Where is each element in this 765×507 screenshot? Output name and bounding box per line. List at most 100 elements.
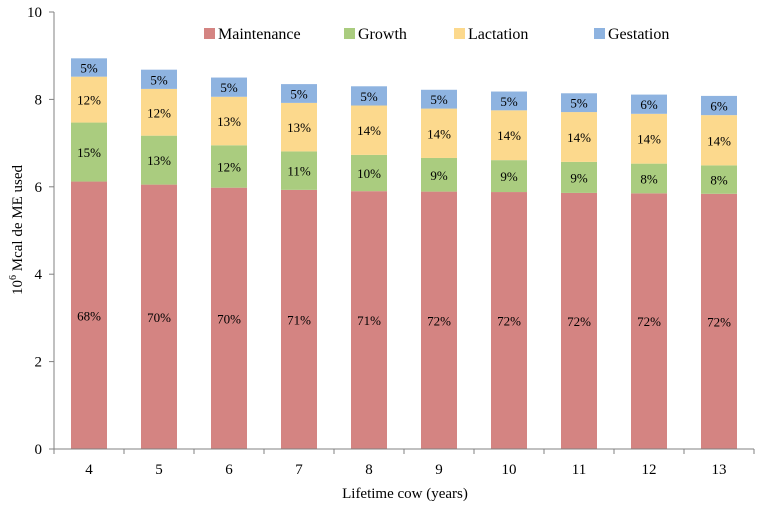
bar-gestation-10 — [491, 91, 527, 111]
bar-growth-7 — [281, 151, 317, 190]
bar-growth-5 — [141, 135, 177, 185]
legend-label: Gestation — [608, 26, 669, 43]
bar-lactation-10 — [491, 110, 527, 161]
bar-gestation-13 — [701, 95, 737, 116]
x-tick-label: 11 — [572, 462, 586, 478]
data-label-growth-10: 9% — [500, 169, 518, 184]
data-label-gestation-7: 5% — [290, 87, 308, 102]
data-label-maintenance-6: 70% — [217, 311, 241, 326]
bar-growth-6 — [211, 145, 247, 188]
bar-growth-12 — [631, 163, 667, 194]
legend-item-maintenance: Maintenance — [204, 26, 301, 43]
y-tick-label: 6 — [35, 180, 43, 196]
bar-lactation-12 — [631, 113, 667, 164]
legend-swatch — [344, 28, 355, 39]
legend: Maintenance Growth Lactation Gestation — [204, 26, 669, 43]
bar-growth-9 — [421, 157, 457, 192]
svg-text:106 Mcal de ME used: 106 Mcal de ME used — [8, 165, 26, 295]
bar-group-5: 70% 13% 12% 5% — [141, 69, 177, 450]
y-axis-title: 106 Mcal de ME used — [8, 165, 26, 295]
bar-growth-11 — [561, 161, 597, 193]
bar-growth-13 — [701, 165, 737, 194]
bar-growth-10 — [491, 160, 527, 193]
data-label-growth-12: 8% — [640, 171, 658, 186]
data-label-gestation-13: 6% — [710, 99, 728, 114]
x-axis-title: Lifetime cow (years) — [342, 486, 468, 502]
data-label-growth-13: 8% — [710, 173, 728, 188]
bar-lactation-13 — [701, 115, 737, 166]
data-label-maintenance-4: 68% — [77, 308, 101, 323]
bar-group-13: 72% 8% 14% 6% — [701, 95, 737, 449]
bar-lactation-4 — [71, 76, 107, 123]
bar-maintenance-6 — [211, 187, 247, 449]
data-label-lactation-5: 12% — [147, 105, 171, 120]
y-tick-label: 0 — [35, 442, 43, 458]
bar-lactation-11 — [561, 112, 597, 162]
x-tick-label: 10 — [502, 462, 517, 478]
y-tick-label: 10 — [27, 5, 42, 21]
data-label-lactation-4: 12% — [77, 93, 101, 108]
data-label-gestation-9: 5% — [430, 92, 448, 107]
bar-group-7: 71% 11% 13% 5% — [281, 84, 317, 449]
bar-gestation-11 — [561, 93, 597, 113]
x-tick-label: 12 — [642, 462, 657, 478]
data-label-maintenance-10: 72% — [497, 314, 521, 329]
bar-maintenance-10 — [491, 192, 527, 449]
data-label-gestation-6: 5% — [220, 80, 238, 95]
bar-group-8: 71% 10% 14% 5% — [351, 86, 387, 450]
bar-lactation-5 — [141, 88, 177, 136]
data-label-gestation-4: 5% — [80, 60, 98, 75]
bar-group-6: 70% 12% 13% 5% — [211, 77, 247, 449]
data-label-lactation-12: 14% — [637, 132, 661, 147]
bar-maintenance-9 — [421, 191, 457, 449]
legend-swatch — [204, 28, 215, 39]
data-label-gestation-12: 6% — [640, 97, 658, 112]
data-label-lactation-13: 14% — [707, 133, 731, 148]
legend-item-lactation: Lactation — [454, 26, 528, 43]
y-axis-title-exponent: 6 — [8, 275, 19, 280]
legend-label: Maintenance — [218, 26, 301, 43]
legend-item-growth: Growth — [344, 26, 407, 43]
bar-maintenance-13 — [701, 193, 737, 449]
y-axis-title-base: 10 — [10, 280, 26, 295]
data-label-lactation-11: 14% — [567, 130, 591, 145]
bar-group-4: 68% 15% 12% 5% — [71, 58, 107, 449]
legend-swatch — [594, 28, 605, 39]
data-label-maintenance-12: 72% — [637, 314, 661, 329]
bar-gestation-8 — [351, 86, 387, 106]
bar-group-12: 72% 8% 14% 6% — [631, 94, 667, 449]
legend-swatch — [454, 28, 465, 39]
y-tick-label: 4 — [35, 267, 43, 283]
bar-maintenance-12 — [631, 193, 667, 449]
legend-label: Growth — [358, 26, 407, 43]
data-label-gestation-10: 5% — [500, 94, 518, 109]
data-label-growth-7: 11% — [287, 164, 311, 179]
bar-maintenance-11 — [561, 192, 597, 449]
data-label-growth-6: 12% — [217, 159, 241, 174]
data-label-maintenance-8: 71% — [357, 313, 381, 328]
data-label-growth-4: 15% — [77, 145, 101, 160]
bar-maintenance-7 — [281, 189, 317, 449]
data-label-lactation-6: 13% — [217, 114, 241, 129]
bar-gestation-4 — [71, 58, 107, 77]
bar-maintenance-8 — [351, 191, 387, 450]
bar-gestation-5 — [141, 69, 177, 89]
data-label-maintenance-5: 70% — [147, 310, 171, 325]
bar-group-10: 72% 9% 14% 5% — [491, 91, 527, 449]
y-tick-label: 2 — [35, 355, 43, 371]
x-tick-label: 8 — [365, 462, 373, 478]
data-label-growth-9: 9% — [430, 168, 448, 183]
bar-maintenance-4 — [71, 181, 107, 449]
bar-growth-8 — [351, 154, 387, 192]
data-label-maintenance-13: 72% — [707, 314, 731, 329]
bar-gestation-12 — [631, 94, 667, 114]
data-label-lactation-7: 13% — [287, 120, 311, 135]
bar-gestation-9 — [421, 89, 457, 109]
data-label-maintenance-11: 72% — [567, 314, 591, 329]
bar-lactation-9 — [421, 108, 457, 158]
x-tick-label: 4 — [85, 462, 93, 478]
bar-growth-4 — [71, 122, 107, 182]
data-label-gestation-8: 5% — [360, 89, 378, 104]
y-axis-title-text: Mcal de ME used — [10, 165, 26, 275]
